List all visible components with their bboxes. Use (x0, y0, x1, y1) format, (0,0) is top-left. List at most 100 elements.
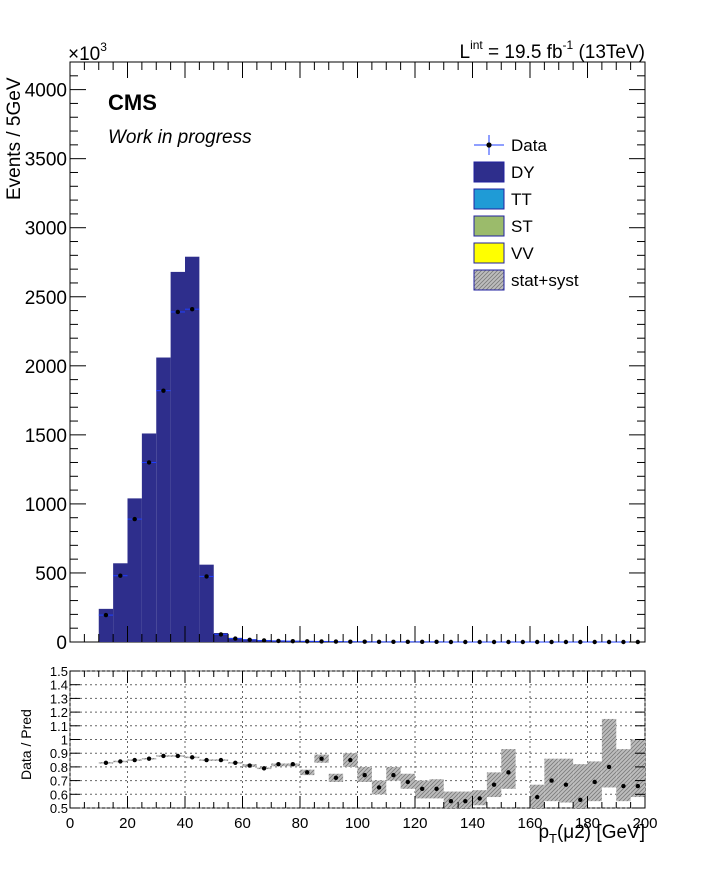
data-point (261, 638, 267, 643)
ratio-point (376, 785, 382, 790)
ratio-axes: 0.50.60.70.80.911.11.21.31.41.5 0 20 40 60 80… (50, 664, 658, 832)
data-point (419, 639, 425, 645)
data-point (189, 306, 195, 312)
legend-label: TT (511, 190, 532, 209)
ratio-point (146, 756, 152, 761)
dy-bar (213, 633, 229, 642)
data-point (233, 636, 238, 641)
ratio-point (118, 759, 123, 764)
data-point (506, 639, 511, 645)
ratio-y-tick-label: 0.9 (50, 746, 68, 761)
data-point (563, 639, 569, 645)
main-y-tick-label: 500 (35, 564, 67, 585)
dy-bar (127, 498, 142, 642)
dy-bar (98, 608, 114, 642)
legend-swatch (473, 161, 505, 183)
ratio-point (304, 770, 310, 775)
ratio-point (491, 782, 497, 787)
band-segment (616, 749, 631, 802)
data-point (621, 639, 626, 645)
data-points (98, 306, 645, 645)
data-point (592, 639, 597, 645)
lumi-label: Lint = 19.5 fb-1 (13TeV) (459, 38, 645, 63)
ratio-x-tick-label: 180 (575, 815, 600, 832)
dy-bar (156, 357, 171, 642)
data-point (247, 637, 252, 642)
ratio-x-tick-label: 140 (460, 815, 485, 832)
data-point (405, 639, 411, 645)
ratio-x-tick-label: 100 (345, 815, 370, 832)
ratio-point (534, 794, 540, 800)
ratio-x-tick-label: 160 (517, 815, 542, 832)
main-y-tick-label: 3000 (25, 219, 67, 240)
data-point (578, 639, 583, 645)
ratio-y-tick-label: 0.6 (50, 787, 68, 802)
ratio-point (247, 763, 252, 768)
legend-label: DY (511, 163, 535, 182)
ratio-point (419, 786, 425, 792)
data-point (333, 639, 339, 644)
ratio-y-tick-label: 0.8 (50, 760, 68, 775)
ratio-point (477, 796, 482, 801)
ratio-point (621, 783, 626, 789)
ratio-point (290, 761, 296, 767)
ratio-point (362, 772, 367, 778)
ratio-x-tick-label: 40 (177, 815, 194, 832)
data-point (463, 639, 468, 645)
main-y-label: Events / 5GeV (4, 77, 25, 200)
ratio-x-tick-label: 20 (119, 815, 136, 832)
ratio-y-tick-label: 0.7 (50, 774, 68, 789)
data-point (391, 639, 396, 645)
data-point (218, 632, 224, 637)
ratio-point (132, 757, 137, 763)
data-point (491, 639, 497, 645)
band-segment (558, 758, 574, 803)
main-y-tick-label: 2500 (25, 288, 67, 309)
x-axis-label: pT(μ2) [GeV] (538, 822, 645, 846)
ratio-point (161, 753, 166, 759)
data-point (304, 639, 310, 644)
dy-bar (113, 563, 128, 642)
data-point (103, 612, 109, 618)
legend-swatch (473, 215, 505, 237)
band-segment (601, 718, 617, 788)
ratio-point (463, 798, 468, 804)
data-point (319, 639, 324, 644)
legend-label: Data (511, 136, 547, 155)
ratio-points (103, 753, 641, 804)
y-exponent: ×103 (68, 40, 107, 65)
dy-stack (98, 256, 502, 642)
ratio-y-tick-label: 1.4 (50, 678, 68, 693)
data-point (362, 639, 367, 644)
ratio-y-tick-label: 1 (61, 733, 68, 748)
dy-bar (170, 271, 185, 642)
cms-sublabel: Work in progress (108, 127, 252, 148)
ratio-point (434, 786, 439, 792)
ratio-point (218, 757, 224, 763)
data-point (448, 639, 454, 645)
ratio-point (635, 783, 641, 789)
data-point (376, 639, 382, 645)
ratio-x-tick-label: 80 (292, 815, 309, 832)
data-point (276, 638, 281, 644)
ratio-point (405, 779, 411, 785)
ratio-point (563, 782, 569, 787)
ratio-point (103, 760, 109, 765)
data-point (606, 639, 612, 645)
dy-bar (141, 433, 157, 642)
band-segment (501, 749, 516, 789)
ratio-y-label: Data / Pred (18, 709, 34, 780)
main-axes: 0 500 1000 1500 2000 2500 3000 3500 4000 (25, 61, 646, 654)
legend-label: stat+syst (511, 271, 579, 290)
legend-swatch (473, 242, 505, 264)
ratio-point (578, 797, 583, 802)
ratio-y-tick-label: 1.3 (50, 691, 68, 706)
ratio-point (175, 753, 181, 759)
main-y-tick-label: 4000 (25, 81, 67, 102)
data-point (132, 516, 137, 522)
data-point (204, 574, 209, 579)
ratio-y-tick-label: 1.5 (50, 664, 68, 679)
ratio-point (549, 778, 554, 783)
data-point (477, 639, 482, 645)
